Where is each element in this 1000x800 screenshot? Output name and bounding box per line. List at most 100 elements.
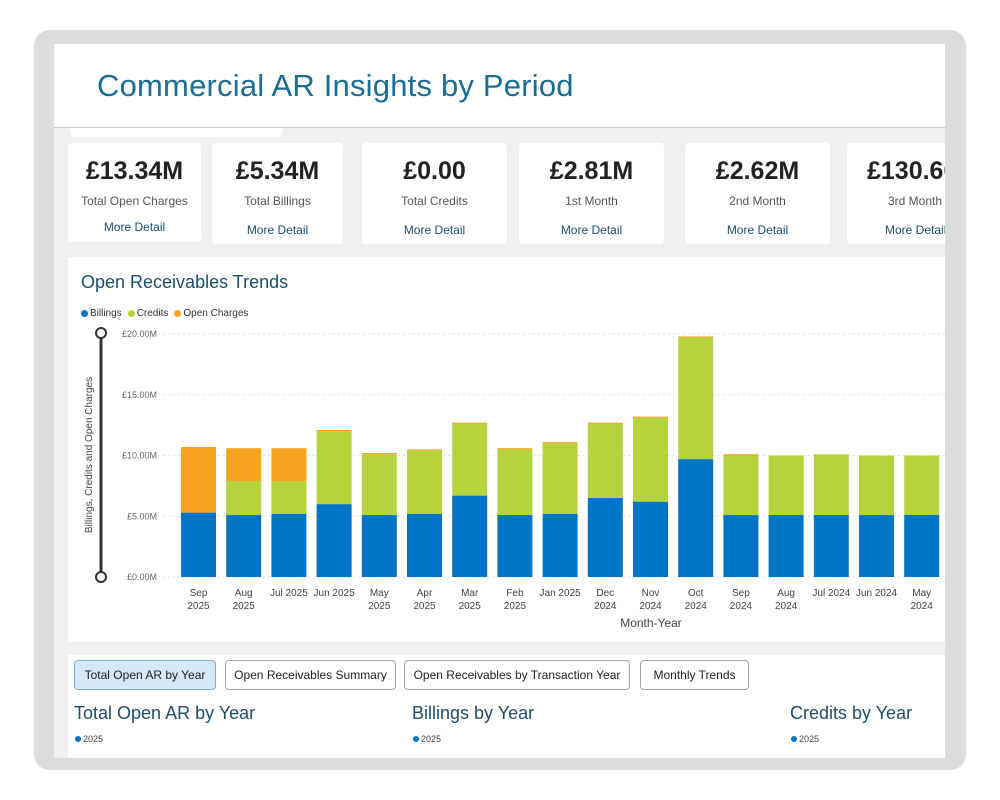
legend-item-billings[interactable]: Billings (81, 308, 122, 319)
bar-billings[interactable] (497, 515, 533, 577)
more-detail-link[interactable]: More Detail (103, 220, 166, 234)
bar-credits[interactable] (271, 481, 307, 514)
kpi-card-total-billings: £5.34M Total Billings More Detail (212, 143, 343, 244)
x-tick-label: Apr 2025 (413, 588, 436, 612)
kpi-card-total-credits: £0.00 Total Credits More Detail (362, 143, 507, 244)
legend-label: Billings (90, 308, 122, 319)
bar-billings[interactable] (904, 515, 940, 577)
x-tick-label: Jun 2024 (856, 588, 898, 599)
kpi-label: Total Billings (244, 194, 311, 208)
bar-credits[interactable] (407, 450, 442, 514)
y-tick-label: £20.00M (122, 329, 157, 339)
tab-total-open-ar-by-year[interactable]: Total Open AR by Year (74, 660, 216, 690)
bar-open-charges[interactable] (226, 448, 262, 482)
bar-billings[interactable] (316, 504, 352, 577)
x-tick-label: Nov 2024 (639, 588, 662, 612)
bar-credits[interactable] (723, 455, 759, 516)
bar-open-charges[interactable] (497, 448, 533, 450)
bar-billings[interactable] (271, 513, 307, 577)
y-zoom-slider-handle-bottom[interactable] (95, 571, 107, 583)
bar-billings[interactable] (768, 515, 804, 577)
kpi-value: £5.34M (235, 157, 320, 185)
legend-label: Credits (136, 308, 169, 319)
bar-open-charges[interactable] (678, 336, 714, 338)
bar-billings[interactable] (633, 501, 668, 577)
bar-credits[interactable] (497, 449, 533, 516)
bar-credits[interactable] (904, 455, 940, 516)
bar-credits[interactable] (316, 431, 352, 505)
x-tick-label: Aug 2024 (775, 588, 798, 612)
bar-billings[interactable] (723, 515, 759, 577)
bar-credits[interactable] (768, 455, 804, 516)
bar-billings[interactable] (859, 515, 894, 577)
x-tick-label: Oct 2024 (685, 588, 708, 612)
bar-billings[interactable] (226, 515, 262, 577)
page-title: Commercial AR Insights by Period (97, 68, 574, 103)
bar-billings[interactable] (452, 495, 488, 577)
legend-dot (413, 736, 419, 742)
bar-open-charges[interactable] (587, 422, 623, 424)
legend-item-credits[interactable]: Credits (127, 308, 169, 319)
bar-open-charges[interactable] (452, 422, 488, 424)
tab-monthly-trends[interactable]: Monthly Trends (640, 660, 749, 690)
bar-billings[interactable] (542, 513, 578, 577)
bar-billings[interactable] (587, 498, 623, 577)
x-tick-label: Sep 2025 (187, 588, 210, 612)
more-detail-link[interactable]: More Detail (403, 223, 466, 237)
bar-credits[interactable] (633, 417, 668, 502)
more-detail-link[interactable]: More Detail (246, 223, 309, 237)
bar-open-charges[interactable] (181, 446, 216, 513)
bar-credits[interactable] (226, 481, 262, 516)
tab-open-receivables-summary[interactable]: Open Receivables Summary (225, 660, 396, 690)
more-detail-link[interactable]: More Detail (560, 223, 623, 237)
bar-billings[interactable] (813, 515, 849, 577)
kpi-value: £130.60 (867, 157, 945, 185)
legend-dot (127, 310, 135, 317)
x-tick-label: Jun 2025 (314, 588, 356, 599)
header-tab-stub (70, 128, 283, 137)
bar-open-charges[interactable] (361, 453, 397, 455)
legend-dot (81, 310, 88, 317)
bar-credits[interactable] (859, 455, 894, 516)
y-zoom-slider-handle-top[interactable] (95, 327, 107, 339)
x-tick-label: May 2024 (911, 588, 934, 612)
legend-label: 2025 (83, 734, 104, 744)
bar-billings[interactable] (407, 513, 442, 577)
tab-open-receivables-by-transaction-year[interactable]: Open Receivables by Transaction Year (404, 660, 630, 690)
legend-item-open-charges[interactable]: Open Charges (174, 308, 248, 319)
bar-billings[interactable] (361, 515, 397, 577)
more-detail-link[interactable]: More Detail (885, 223, 945, 237)
bar-credits[interactable] (542, 443, 578, 514)
kpi-label: 3rd Month (888, 194, 943, 208)
bar-open-charges[interactable] (407, 449, 442, 451)
bar-open-charges[interactable] (633, 416, 668, 418)
bar-billings[interactable] (678, 459, 714, 577)
bar-credits[interactable] (678, 337, 714, 460)
bar-credits[interactable] (587, 423, 623, 499)
bar-credits[interactable] (452, 423, 488, 496)
kpi-value: £2.81M (549, 157, 634, 185)
open-receivables-chart-panel: Open Receivables Trends Billings Credits… (68, 257, 945, 642)
y-tick-label: £5.00M (127, 511, 157, 521)
y-tick-label: £0.00M (127, 572, 157, 582)
bar-credits[interactable] (813, 454, 849, 516)
bar-open-charges[interactable] (316, 429, 352, 432)
bar-credits[interactable] (361, 454, 397, 516)
bar-billings[interactable] (181, 512, 216, 577)
x-tick-label: Aug 2025 (233, 588, 256, 612)
bar-open-charges[interactable] (271, 448, 307, 482)
stacked-bar-chart: Billings, Credits and Open Charges Month… (84, 327, 945, 630)
section-title-total-open-ar: Total Open AR by Year (74, 703, 256, 723)
more-detail-link[interactable]: More Detail (726, 223, 789, 237)
kpi-label: 1st Month (565, 194, 618, 208)
legend-label: 2025 (421, 734, 442, 744)
section-title-credits: Credits by Year (790, 703, 913, 723)
kpi-value: £2.62M (715, 157, 800, 185)
legend-2025-billings: 2025 (413, 734, 441, 744)
bar-open-charges[interactable] (542, 442, 578, 444)
x-tick-label: Feb 2025 (504, 588, 527, 612)
page-header: Commercial AR Insights by Period (54, 44, 945, 128)
bar-open-charges[interactable] (723, 454, 759, 456)
x-tick-label: May 2025 (368, 588, 391, 612)
kpi-value: £0.00 (403, 157, 466, 185)
